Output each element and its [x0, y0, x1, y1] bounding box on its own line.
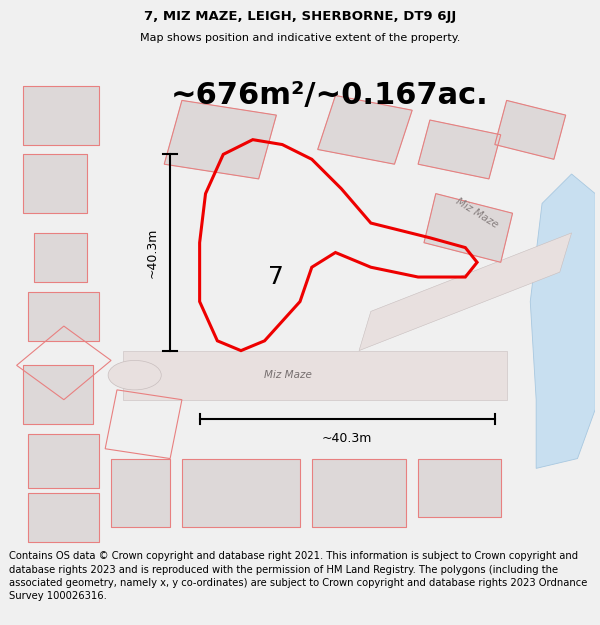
- Polygon shape: [28, 292, 99, 341]
- Polygon shape: [359, 233, 572, 351]
- Polygon shape: [28, 493, 99, 542]
- Polygon shape: [318, 96, 412, 164]
- Text: Contains OS data © Crown copyright and database right 2021. This information is : Contains OS data © Crown copyright and d…: [9, 551, 587, 601]
- Polygon shape: [34, 233, 88, 282]
- Text: ~40.3m: ~40.3m: [145, 228, 158, 278]
- Text: 7, MIZ MAZE, LEIGH, SHERBORNE, DT9 6JJ: 7, MIZ MAZE, LEIGH, SHERBORNE, DT9 6JJ: [144, 9, 456, 22]
- Polygon shape: [23, 366, 94, 424]
- Polygon shape: [123, 351, 506, 400]
- Polygon shape: [23, 86, 99, 144]
- Text: Miz Maze: Miz Maze: [454, 196, 500, 230]
- Polygon shape: [182, 459, 300, 528]
- Polygon shape: [111, 459, 170, 528]
- Text: Map shows position and indicative extent of the property.: Map shows position and indicative extent…: [140, 33, 460, 43]
- Polygon shape: [164, 101, 277, 179]
- Text: ~40.3m: ~40.3m: [322, 432, 373, 444]
- Polygon shape: [312, 459, 406, 528]
- Text: Miz Maze: Miz Maze: [264, 370, 312, 380]
- Text: 7: 7: [268, 265, 284, 289]
- Polygon shape: [424, 194, 512, 262]
- Ellipse shape: [108, 361, 161, 390]
- Polygon shape: [23, 154, 88, 213]
- Text: ~676m²/~0.167ac.: ~676m²/~0.167ac.: [170, 81, 488, 110]
- Polygon shape: [495, 101, 566, 159]
- Polygon shape: [418, 459, 501, 518]
- Polygon shape: [418, 120, 501, 179]
- Polygon shape: [530, 174, 595, 468]
- Polygon shape: [28, 434, 99, 488]
